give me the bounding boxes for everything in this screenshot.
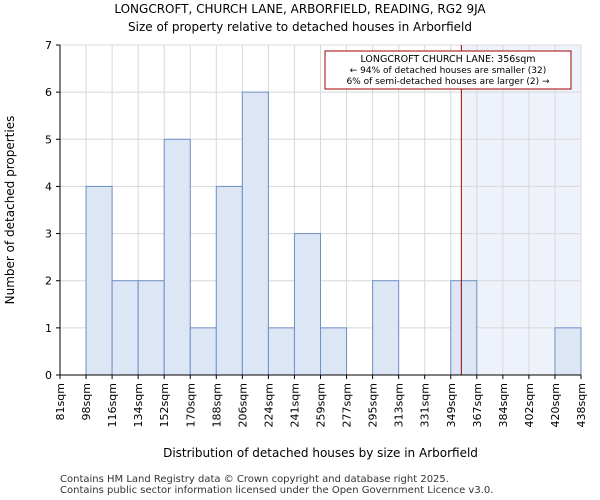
histogram-bar: [85, 185, 113, 376]
x-tick-label: 116sqm: [106, 383, 119, 427]
annotation-text: LONGCROFT CHURCH LANE: 356sqm: [360, 54, 535, 65]
histogram-bar: [111, 280, 139, 376]
histogram-bar: [450, 280, 478, 376]
y-tick-label: 4: [45, 180, 52, 193]
x-tick-label: 438sqm: [575, 383, 588, 427]
x-tick-label: 402sqm: [523, 383, 536, 427]
histogram-bar: [189, 327, 217, 376]
histogram-bar: [215, 185, 243, 376]
y-tick-label: 6: [45, 86, 52, 99]
x-tick-label: 241sqm: [288, 383, 301, 427]
x-tick-label: 331sqm: [419, 383, 432, 427]
y-tick-label: 1: [45, 322, 52, 335]
histogram-bar: [554, 327, 582, 376]
y-tick-label: 2: [45, 275, 52, 288]
x-tick-label: 277sqm: [341, 383, 354, 427]
y-tick-label: 3: [45, 228, 52, 241]
x-tick-label: 170sqm: [184, 383, 197, 427]
histogram-bar: [372, 280, 400, 376]
y-axis-title: Number of detached properties: [3, 116, 17, 305]
x-tick-label: 81sqm: [54, 383, 67, 420]
chart-subtitle: Size of property relative to detached ho…: [128, 20, 472, 34]
histogram-bar: [163, 138, 191, 376]
x-tick-label: 134sqm: [132, 383, 145, 427]
histogram-bar: [267, 327, 295, 376]
x-tick-label: 420sqm: [549, 383, 562, 427]
y-tick-label: 7: [45, 39, 52, 52]
footer-licence: Contains public sector information licen…: [60, 485, 494, 496]
x-tick-label: 188sqm: [210, 383, 223, 427]
x-tick-label: 224sqm: [262, 383, 275, 427]
x-tick-label: 384sqm: [497, 383, 510, 427]
x-tick-label: 259sqm: [315, 383, 328, 427]
x-tick-label: 367sqm: [471, 383, 484, 427]
x-tick-label: 98sqm: [80, 383, 93, 420]
x-tick-label: 206sqm: [236, 383, 249, 427]
histogram-chart: 0 1 2 3 4 5 6 7 81sqm 98sqm 116sqm 134sqm 152sqm 170s…: [3, 39, 588, 460]
x-tick-label: 349sqm: [445, 383, 458, 427]
chart-title: LONGCROFT, CHURCH LANE, ARBORFIELD, READ…: [114, 2, 486, 16]
histogram-bar: [320, 327, 348, 376]
x-tick-label: 313sqm: [393, 383, 406, 427]
histogram-bar: [241, 91, 269, 376]
histogram-bar: [293, 233, 322, 376]
histogram-bar: [137, 280, 165, 376]
annotation-text: ← 94% of detached houses are smaller (32…: [350, 66, 547, 76]
annotation-box: [324, 50, 572, 90]
x-tick-label: 152sqm: [158, 383, 171, 427]
y-tick-label: 0: [45, 369, 52, 382]
x-axis-title: Distribution of detached houses by size …: [163, 446, 478, 460]
x-tick-label: 295sqm: [367, 383, 380, 427]
annotation-text: 6% of semi-detached houses are larger (2…: [346, 77, 550, 87]
y-tick-label: 5: [45, 133, 52, 146]
highlight-region: [461, 45, 581, 375]
footer-copyright: Contains HM Land Registry data © Crown c…: [60, 474, 449, 485]
